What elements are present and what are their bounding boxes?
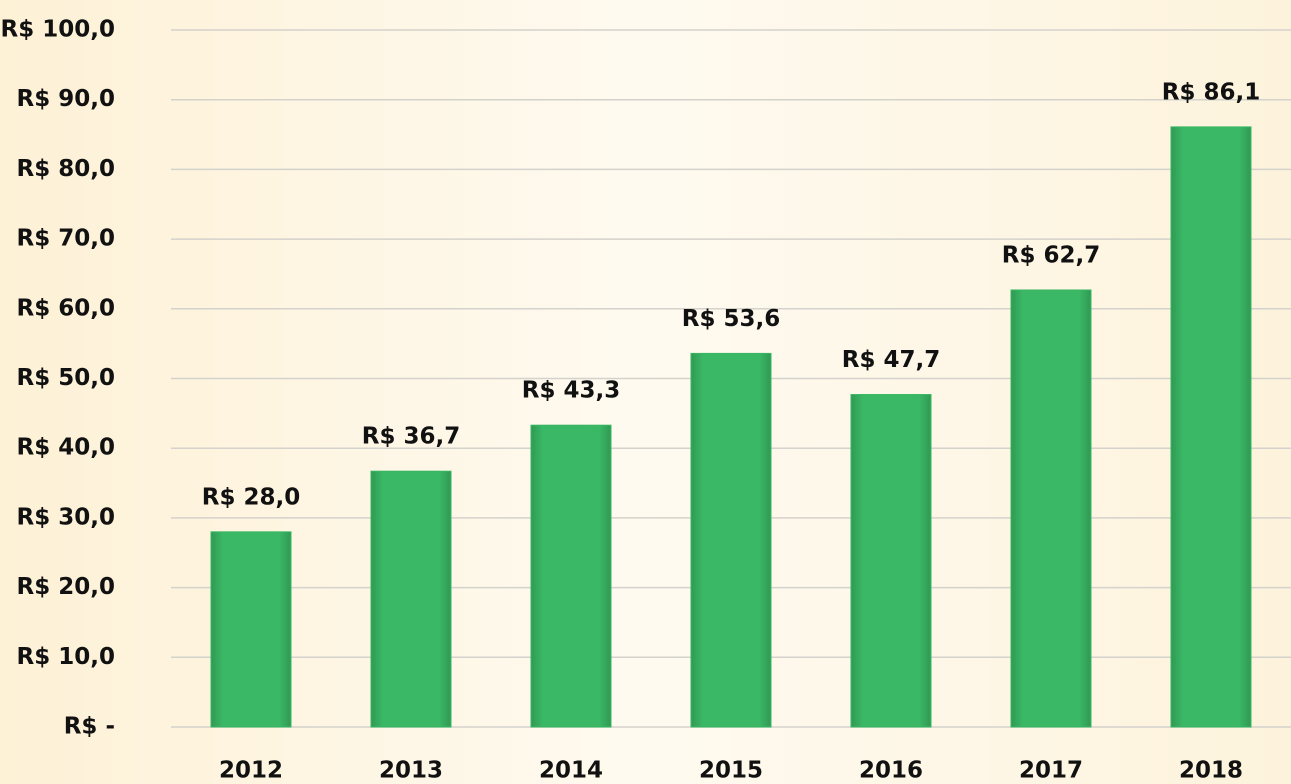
value-label: R$ 43,3 xyxy=(522,378,620,404)
x-tick-label: 2017 xyxy=(1019,758,1083,784)
bar xyxy=(1170,126,1252,728)
y-tick-label: R$ 60,0 xyxy=(17,295,115,321)
value-label: R$ 86,1 xyxy=(1162,79,1260,105)
x-tick-label: 2013 xyxy=(379,758,443,784)
y-tick-label: R$ 100,0 xyxy=(1,17,115,43)
y-tick-label: R$ - xyxy=(64,714,115,740)
bar xyxy=(210,531,292,728)
value-label: R$ 28,0 xyxy=(202,484,300,510)
y-tick-label: R$ 40,0 xyxy=(17,435,115,461)
bar xyxy=(370,470,452,728)
x-tick-label: 2012 xyxy=(219,758,283,784)
y-tick-label: R$ 70,0 xyxy=(17,226,115,252)
bar xyxy=(1010,289,1092,728)
x-tick-label: 2018 xyxy=(1179,758,1243,784)
value-label: R$ 36,7 xyxy=(362,424,460,450)
value-label: R$ 62,7 xyxy=(1002,242,1100,268)
y-tick-label: R$ 30,0 xyxy=(17,504,115,530)
bar xyxy=(690,352,772,728)
y-tick-label: R$ 50,0 xyxy=(17,365,115,391)
x-tick-label: 2014 xyxy=(539,758,603,784)
y-tick-label: R$ 20,0 xyxy=(17,574,115,600)
value-label: R$ 53,6 xyxy=(682,306,780,332)
bar xyxy=(850,394,932,728)
x-tick-label: 2015 xyxy=(699,758,763,784)
y-tick-label: R$ 80,0 xyxy=(17,156,115,182)
y-tick-label: R$ 90,0 xyxy=(17,86,115,112)
y-tick-label: R$ 10,0 xyxy=(17,644,115,670)
bar xyxy=(530,424,612,728)
x-tick-label: 2016 xyxy=(859,758,923,784)
value-label: R$ 47,7 xyxy=(842,347,940,373)
